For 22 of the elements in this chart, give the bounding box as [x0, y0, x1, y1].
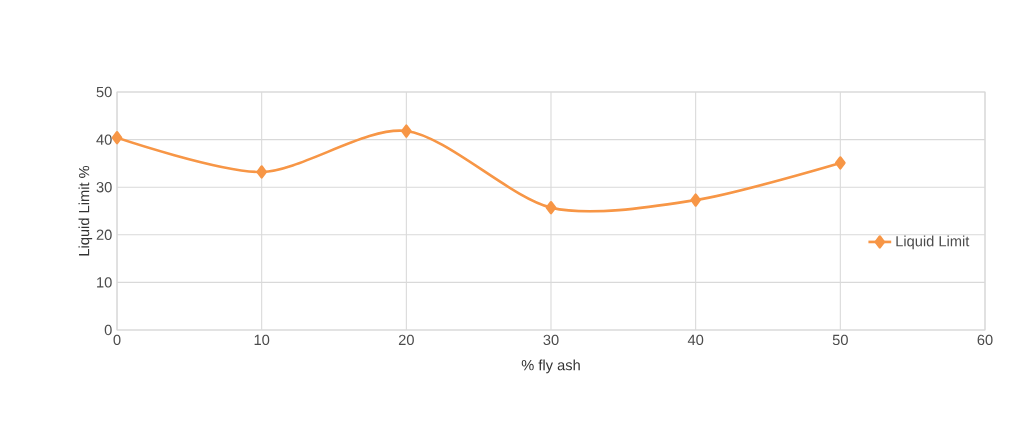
x-tick-label: 20: [398, 334, 414, 346]
y-tick-label: 50: [96, 86, 112, 98]
point: [401, 124, 412, 138]
y-tick-label: 30: [96, 182, 112, 193]
y-tick-label: 0: [104, 324, 112, 336]
x-tick-label: 60: [977, 334, 993, 346]
x-tick-label: 0: [113, 334, 121, 346]
point: [256, 165, 268, 179]
point: [834, 156, 846, 170]
y-tick-label: 20: [96, 229, 112, 240]
point: [111, 131, 123, 145]
x-tick-label: 10: [254, 334, 270, 346]
x-axis-title: % fly ash: [521, 359, 580, 374]
y-tick-label: 40: [96, 134, 112, 145]
point: [690, 193, 701, 207]
legend-label: Liquid Limit: [896, 235, 970, 250]
y-tick-label: 10: [97, 277, 112, 288]
x-tick-label: 40: [687, 334, 704, 346]
x-tick-label: 50: [832, 334, 848, 346]
point: [545, 200, 557, 215]
x-tick-label: 30: [543, 334, 559, 346]
y-axis-title: Liquid Limit %: [78, 165, 93, 256]
